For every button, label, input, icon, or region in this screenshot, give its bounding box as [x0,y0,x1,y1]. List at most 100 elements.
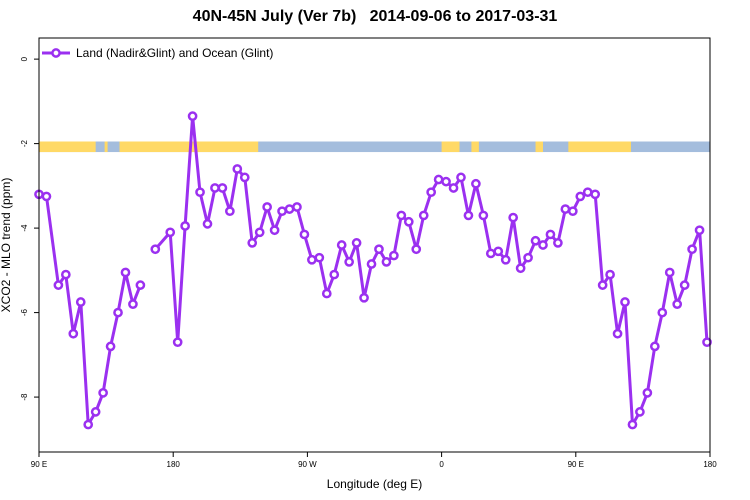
data-point [247,238,258,248]
data-point [485,248,496,259]
x-axis-label: Longitude (deg E) [327,477,422,491]
y-tick-label: -2 [20,140,29,148]
y-tick-label: -4 [20,224,29,232]
data-point [135,280,146,290]
band-ocean [39,141,710,153]
data-point [694,225,705,236]
data-point [254,227,265,238]
data-point [381,257,392,267]
data-point [239,172,250,183]
data-point [448,183,459,193]
data-point [500,254,511,265]
series-line [38,192,142,426]
data-point [90,407,101,417]
data-point [68,328,79,339]
data-point [657,307,668,318]
data-point [605,269,615,280]
data-point [433,174,444,185]
data-point [635,407,645,417]
series-line [154,114,709,426]
data-point [366,259,377,269]
data-point [426,187,437,198]
data-point [471,178,481,189]
data-point [187,111,198,122]
data-point [150,244,161,255]
y-tick-label: -6 [20,308,29,316]
data-point [321,288,332,299]
data-point [493,246,504,257]
data-point [329,269,340,280]
data-point [389,250,399,261]
data-point [41,191,52,202]
data-point [165,227,176,238]
data-point [478,210,489,221]
data-point [515,263,526,274]
y-tick-label: 0 [20,56,29,61]
data-point [113,307,123,318]
data-point [374,244,384,255]
data-point [664,267,675,278]
data-point [359,292,369,303]
series-layer [34,111,712,430]
data-point [53,280,64,290]
data-point [687,244,697,255]
data-point [60,269,71,280]
data-point [120,267,131,278]
legend-marker [51,48,61,58]
data-point [553,238,563,248]
data-point [75,297,86,307]
band-land-segment [39,141,96,153]
data-point [403,216,414,227]
band-land-segment [104,141,108,153]
land-ocean-band [39,141,710,153]
data-point [508,212,519,223]
x-tick-label: 180 [167,460,181,469]
data-point [582,187,593,198]
data-point [344,257,355,267]
data-point [299,229,310,240]
data-point [195,187,205,198]
data-point [336,240,347,250]
data-point [530,235,541,246]
data-point [545,229,556,240]
data-point [172,337,183,348]
data-point [575,191,586,202]
data-point [523,252,533,263]
data-point [262,202,272,212]
data-point [411,244,422,255]
data-point [105,341,116,352]
data-point [292,202,302,212]
data-point [679,280,690,290]
data-point [649,341,660,352]
y-axis-ticks: 0 -2 -4 -6 -8 [20,56,39,401]
y-tick-label: -8 [20,393,29,401]
data-point [277,206,287,217]
data-point [128,299,138,309]
data-point [627,419,638,430]
data-point [567,206,578,217]
x-axis-ticks: 90 E 180 90 W 0 90 E 180 [31,452,717,469]
x-tick-label: 180 [703,460,717,469]
data-point [307,254,317,265]
legend-label: Land (Nadir&Glint) and Ocean (Glint) [76,46,273,60]
data-point [612,328,623,339]
data-point [180,221,190,231]
data-point [702,337,712,348]
data-point [98,388,108,398]
data-point [284,204,295,214]
data-point [597,280,608,290]
data-point [210,183,220,193]
plot-frame [38,37,711,453]
band-land-segment [568,141,631,153]
band-land-segment [441,141,460,153]
band-land-segment [471,141,479,153]
band-land-segment [119,141,259,153]
data-point [314,252,325,263]
data-point [538,240,548,250]
x-tick-label: 0 [439,460,444,469]
data-point [620,297,630,307]
data-point [225,206,235,217]
data-point [83,419,94,430]
data-point [351,238,362,248]
